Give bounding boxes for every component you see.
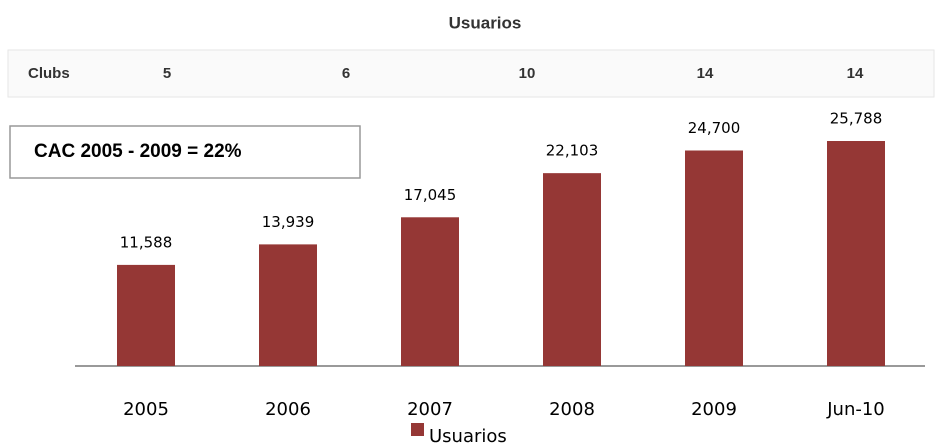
bar — [401, 217, 459, 366]
x-tick-label: 2006 — [265, 399, 311, 420]
clubs-value: 14 — [847, 65, 864, 82]
value-label: 11,588 — [120, 233, 173, 251]
clubs-label: Clubs — [28, 65, 70, 82]
value-label: 13,939 — [262, 213, 315, 231]
x-tick-label: 2007 — [407, 399, 453, 420]
value-label: 25,788 — [830, 110, 883, 128]
annotation: CAC 2005 - 2009 = 22% — [34, 141, 242, 162]
x-tick-label: 2005 — [123, 399, 169, 420]
x-tick-label: 2008 — [549, 399, 595, 420]
annotation-box — [9, 125, 361, 179]
legend-label: Usuarios — [429, 426, 507, 447]
bar — [117, 264, 175, 366]
x-tick-label: Jun-10 — [826, 399, 885, 420]
bar — [827, 141, 885, 366]
x-tick-label: 2009 — [691, 399, 737, 420]
clubs-value: 10 — [519, 65, 536, 82]
legend-swatch — [411, 423, 424, 436]
chart-title: Usuarios — [449, 13, 522, 32]
bar — [685, 150, 743, 366]
clubs-band — [7, 49, 935, 98]
clubs-value: 6 — [342, 65, 350, 82]
value-label: 17,045 — [404, 186, 457, 204]
bar — [259, 244, 317, 366]
value-label: 22,103 — [546, 142, 599, 160]
bar — [543, 173, 601, 366]
clubs-value: 5 — [163, 65, 171, 82]
clubs-value: 14 — [697, 65, 714, 82]
value-label: 24,700 — [688, 119, 741, 137]
